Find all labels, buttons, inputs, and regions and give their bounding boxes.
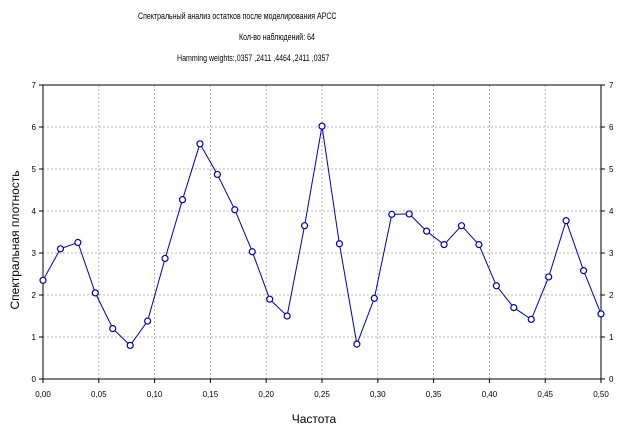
data-point <box>266 295 274 303</box>
data-point <box>56 245 65 253</box>
y-tick-label-left: 1 <box>32 333 37 342</box>
observation-count: Кол-во наблюдений: 64 <box>239 32 315 42</box>
data-point <box>492 282 500 290</box>
data-point <box>178 196 187 204</box>
x-tick-label: 0,40 <box>482 390 498 399</box>
data-point <box>423 227 431 235</box>
data-point <box>161 254 169 263</box>
x-tick-label: 0,30 <box>370 390 386 399</box>
data-point <box>370 294 378 302</box>
x-axis-label: Частота <box>292 412 337 426</box>
y-tick-label-right: 1 <box>609 333 614 342</box>
y-tick-label-right: 5 <box>609 165 614 174</box>
x-tick-label: 0,15 <box>203 390 219 399</box>
y-tick-label-right: 4 <box>609 207 614 216</box>
data-point <box>248 248 256 256</box>
data-point <box>335 240 344 248</box>
data-point <box>388 210 396 218</box>
y-tick-label-left: 3 <box>32 249 37 258</box>
y-tick-label-left: 7 <box>32 81 37 90</box>
data-point <box>39 276 47 284</box>
data-point <box>597 310 605 318</box>
y-tick-label-right: 6 <box>609 123 614 132</box>
x-tick-label: 0,05 <box>91 390 107 399</box>
x-tick-label: 0,25 <box>314 390 330 399</box>
x-tick-label: 0,00 <box>35 390 51 399</box>
y-tick-label-left: 5 <box>32 165 37 174</box>
y-tick-label-right: 7 <box>609 81 614 90</box>
series-line <box>42 126 602 347</box>
data-point <box>579 267 588 275</box>
y-tick-label-right: 0 <box>609 375 614 384</box>
data-point <box>109 325 117 333</box>
data-point <box>318 122 326 130</box>
data-point <box>91 289 99 297</box>
data-point <box>405 210 413 218</box>
y-tick-label-left: 6 <box>32 123 37 132</box>
y-axis-label: Спектральная плотность <box>8 170 22 309</box>
data-point <box>300 222 309 230</box>
data-point <box>527 315 535 323</box>
x-tick-label: 0,20 <box>258 390 274 399</box>
data-point <box>457 222 466 230</box>
data-point <box>510 304 518 312</box>
data-point <box>440 241 448 249</box>
x-tick-label: 0,35 <box>426 390 442 399</box>
chart-title-line1: Спектральный анализ остатков после модел… <box>138 11 337 21</box>
data-point <box>353 340 361 348</box>
x-tick-label: 0,10 <box>147 390 163 399</box>
data-point <box>74 238 82 247</box>
y-tick-label-left: 0 <box>32 375 37 384</box>
data-point <box>562 217 570 225</box>
data-point <box>196 140 204 148</box>
data-point <box>475 241 483 249</box>
y-tick-label-left: 2 <box>32 291 37 300</box>
x-tick-label: 0,50 <box>593 390 609 399</box>
series-group <box>39 122 605 349</box>
data-point <box>231 206 239 214</box>
x-tick-label: 0,45 <box>537 390 553 399</box>
y-tick-label-left: 4 <box>32 207 37 216</box>
y-tick-label-right: 2 <box>609 291 614 300</box>
data-point <box>545 273 553 281</box>
data-point <box>126 341 134 349</box>
data-point <box>213 170 221 179</box>
data-point <box>144 317 152 325</box>
data-point <box>283 312 291 320</box>
y-tick-label-right: 3 <box>609 249 614 258</box>
hamming-weights: Hamming weights:,0357 ,2411 ,4464 ,2411 … <box>177 53 330 63</box>
axis-ticks: 0 0 1 1 2 2 3 3 4 4 5 5 6 6 7 7 0,00 0,05 0,10 0,15 0,20 0,25… <box>32 81 614 399</box>
